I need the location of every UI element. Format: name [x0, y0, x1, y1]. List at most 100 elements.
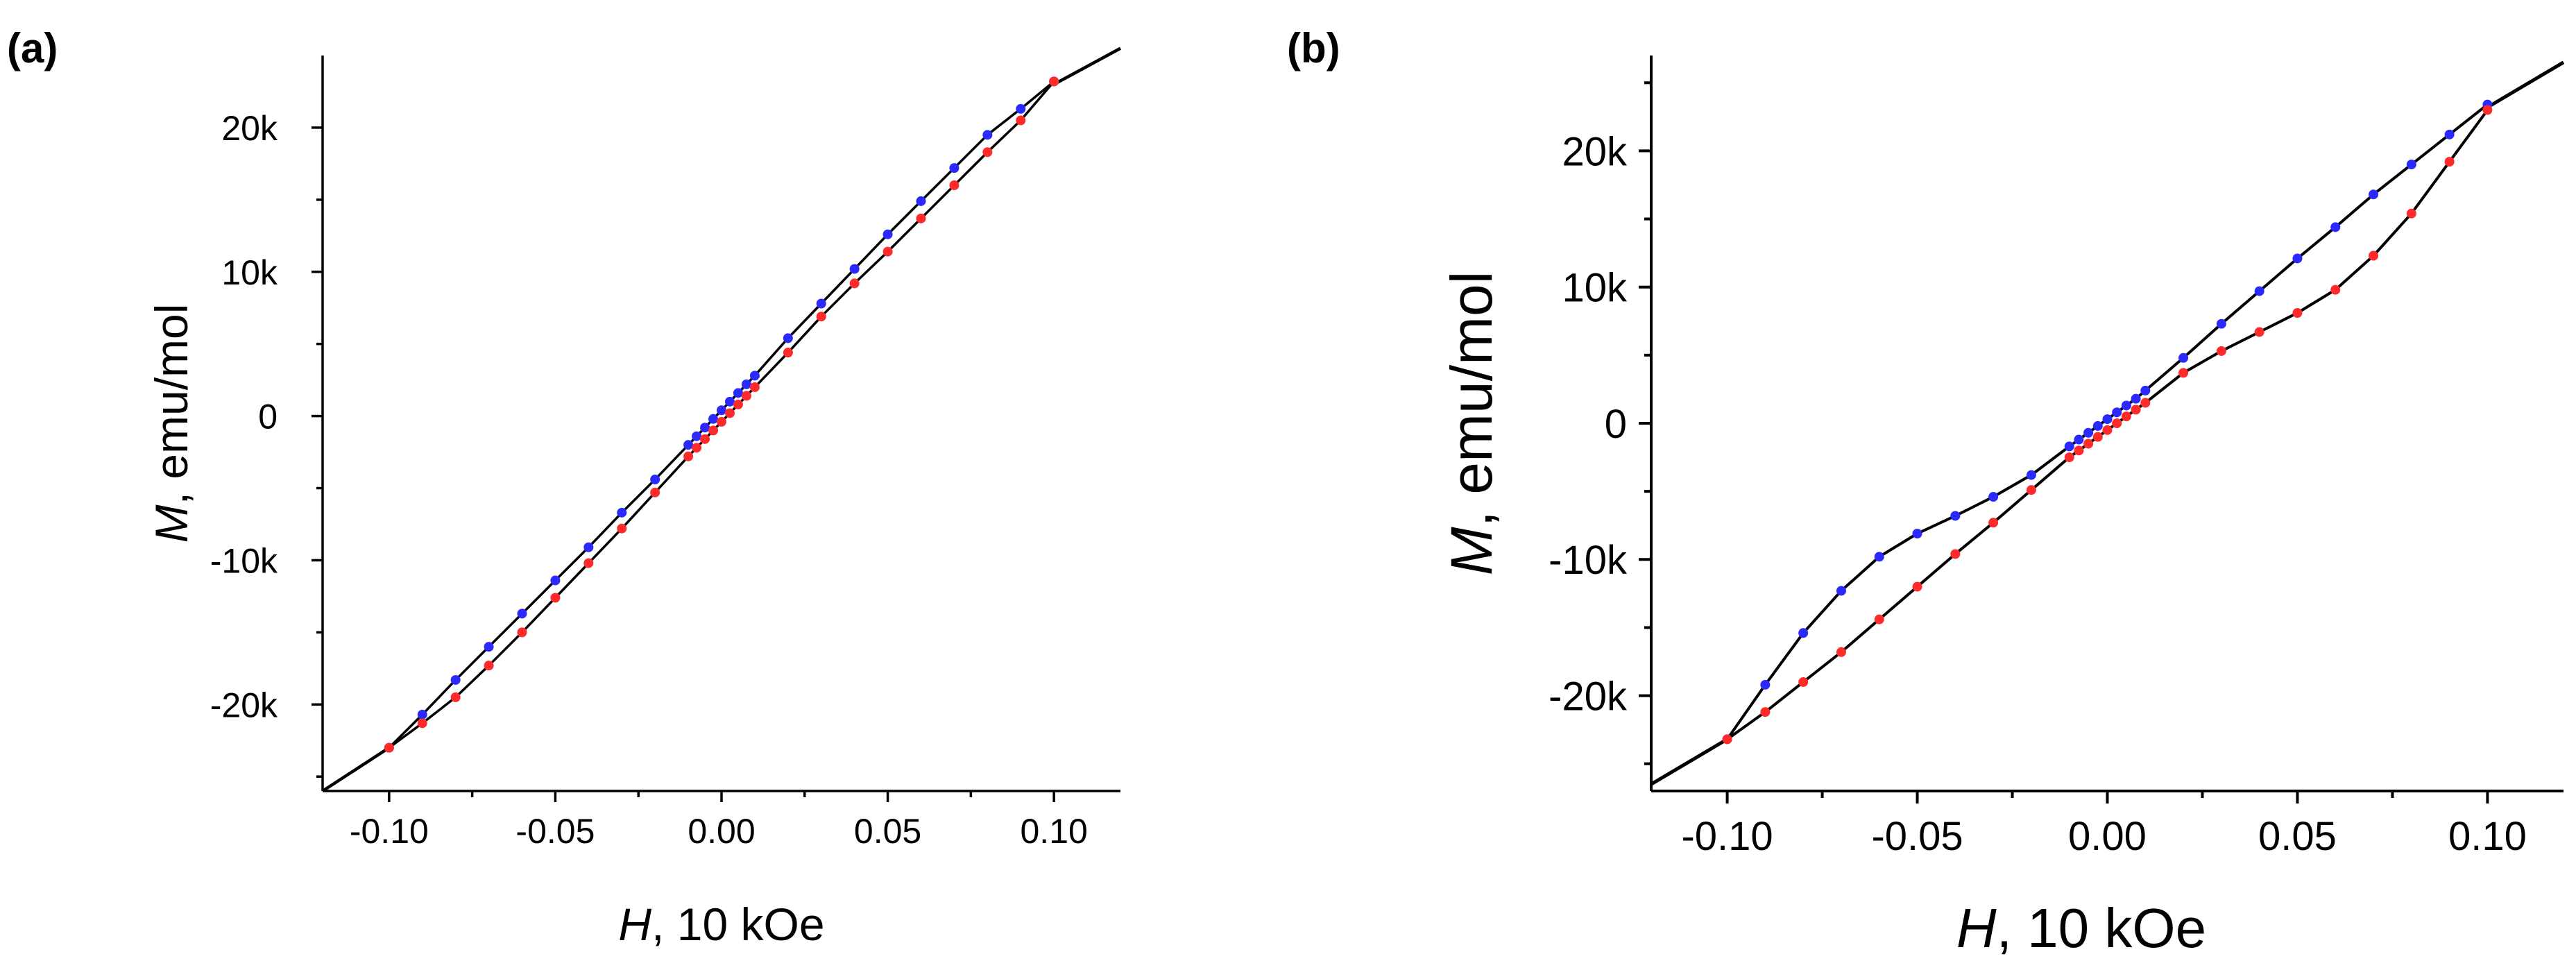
data-point-down-sweep: [417, 718, 427, 729]
data-point-down-sweep: [484, 661, 494, 671]
data-point-up-sweep: [708, 414, 719, 424]
data-point-up-sweep: [517, 609, 527, 619]
data-point-down-sweep: [916, 213, 926, 223]
x-axis-symbol: H: [618, 899, 651, 950]
data-point-down-sweep: [384, 742, 394, 753]
data-point-up-sweep: [1988, 492, 1999, 502]
data-point-down-sweep: [2131, 405, 2141, 415]
data-point-down-sweep: [982, 147, 993, 158]
data-point-up-sweep: [783, 333, 793, 343]
data-point-down-sweep: [2026, 485, 2036, 495]
data-point-down-sweep: [2369, 250, 2379, 261]
data-point-up-sweep: [2121, 400, 2131, 411]
data-point-down-sweep: [749, 382, 760, 393]
data-point-down-sweep: [2406, 208, 2416, 219]
x-axis-title: H, 10 kOe: [618, 899, 824, 950]
data-point-up-sweep: [733, 388, 743, 398]
x-tick-label: 0.05: [2258, 814, 2337, 859]
data-point-up-sweep: [741, 379, 751, 389]
panel-label: (a): [7, 25, 58, 71]
y-axis-title: M, emu/mol: [1439, 271, 1504, 576]
data-point-up-sweep: [2178, 352, 2189, 363]
data-point-down-sweep: [1722, 734, 1732, 745]
y-tick-label: 0: [258, 398, 278, 436]
data-point-down-sweep: [2330, 284, 2341, 295]
data-point-down-sweep: [2102, 425, 2113, 435]
data-point-down-sweep: [650, 487, 660, 497]
data-point-down-sweep: [2074, 445, 2084, 456]
data-point-down-sweep: [1988, 518, 1999, 528]
x-axis-title: H, 10 kOe: [1956, 897, 2206, 959]
data-point-up-sweep: [816, 298, 826, 309]
series-line-down-sweep: [1726, 109, 2489, 741]
chart-panel-0: (a) -0.10 -0.05 0.00 0.05 0.10 -20k -10k 0 10k 20k…: [7, 25, 1122, 950]
data-point-up-sweep: [916, 196, 926, 206]
y-tick-label: 20k: [221, 109, 278, 148]
data-point-up-sweep: [2112, 407, 2122, 418]
data-point-up-sweep: [2064, 441, 2074, 452]
data-point-down-sweep: [724, 408, 735, 418]
data-point-down-sweep: [683, 451, 694, 461]
data-point-down-sweep: [949, 180, 959, 191]
data-point-up-sweep: [2216, 318, 2226, 329]
data-point-down-sweep: [2083, 439, 2094, 449]
data-point-up-sweep: [982, 130, 993, 140]
data-point-up-sweep: [2092, 420, 2103, 431]
y-tick-label: -10k: [210, 541, 278, 580]
data-point-down-sweep: [2216, 346, 2226, 356]
data-point-up-sweep: [484, 642, 494, 652]
y-tick-label: 10k: [221, 253, 278, 292]
data-point-down-sweep: [1016, 115, 1026, 126]
data-point-up-sweep: [749, 371, 760, 381]
data-point-down-sweep: [1836, 647, 1846, 657]
data-point-up-sweep: [692, 431, 702, 441]
x-tick-label: 0.00: [688, 812, 755, 851]
x-tick-label: 0.00: [2068, 814, 2147, 859]
data-point-down-sweep: [2292, 308, 2303, 318]
curve-tail-line: [321, 746, 391, 792]
curve-tail-line: [1650, 738, 1728, 786]
y-axis-unit: , emu/mol: [1439, 271, 1504, 527]
data-point-down-sweep: [700, 434, 710, 444]
data-point-down-sweep: [2140, 398, 2151, 408]
data-point-down-sweep: [816, 312, 826, 322]
data-point-down-sweep: [583, 558, 594, 568]
data-point-up-sweep: [2369, 189, 2379, 200]
y-axis-title: M, emu/mol: [146, 304, 197, 543]
data-point-down-sweep: [692, 443, 702, 453]
data-point-up-sweep: [450, 674, 461, 685]
data-point-down-sweep: [2121, 411, 2131, 422]
data-point-down-sweep: [882, 246, 893, 257]
data-point-down-sweep: [2112, 418, 2122, 428]
data-point-up-sweep: [1760, 679, 1771, 690]
data-point-down-sweep: [2092, 432, 2103, 442]
panel-label: (b): [1287, 25, 1340, 71]
x-tick-label: -0.10: [1681, 814, 1773, 859]
data-point-down-sweep: [2482, 105, 2493, 115]
data-point-down-sweep: [783, 348, 793, 358]
data-point-up-sweep: [2074, 434, 2084, 445]
data-point-down-sweep: [717, 416, 726, 427]
data-point-up-sweep: [1912, 529, 1922, 538]
data-point-up-sweep: [882, 229, 893, 239]
y-tick-label: -20k: [210, 686, 278, 724]
data-point-down-sweep: [733, 399, 743, 409]
y-tick-label: -20k: [1549, 674, 1628, 719]
x-tick-label: -0.05: [1871, 814, 1963, 859]
data-point-up-sweep: [2406, 160, 2416, 170]
data-point-up-sweep: [2083, 427, 2094, 438]
data-point-up-sweep: [617, 507, 627, 518]
y-tick-label: 20k: [1562, 129, 1628, 174]
x-tick-label: -0.05: [515, 812, 595, 851]
y-axis-symbol: M: [1439, 527, 1504, 575]
data-point-down-sweep: [741, 391, 751, 401]
data-point-up-sweep: [583, 542, 594, 552]
data-point-down-sweep: [2064, 452, 2074, 463]
data-point-down-sweep: [1049, 76, 1059, 87]
data-point-down-sweep: [849, 278, 860, 289]
data-point-up-sweep: [949, 163, 959, 173]
data-point-up-sweep: [650, 475, 660, 485]
data-point-up-sweep: [2102, 414, 2113, 425]
x-tick-label: 0.10: [1021, 812, 1088, 851]
data-point-down-sweep: [1912, 581, 1922, 592]
